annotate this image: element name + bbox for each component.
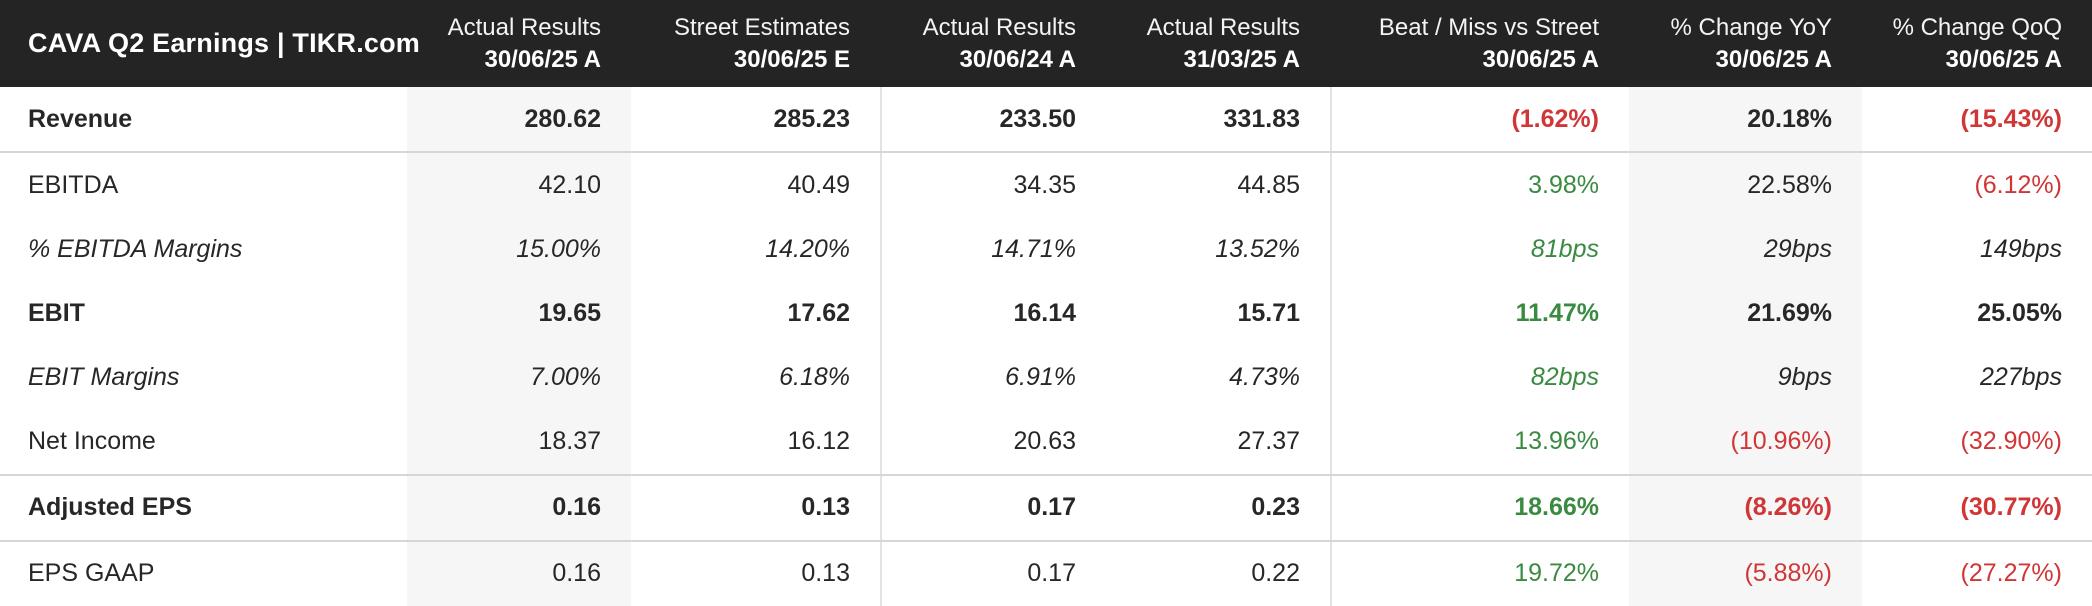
table-cell: 0.17 — [880, 475, 1106, 540]
table-cell: 0.22 — [1251, 559, 1300, 588]
table-cell: 34.35 — [880, 153, 1106, 218]
column-header-period: 30/06/25 A — [1945, 45, 2062, 73]
table-cell: (30.77%) — [1960, 493, 2062, 522]
table-cell: 3.98% — [1330, 153, 1629, 218]
table-cell: (32.90%) — [1960, 427, 2062, 456]
column-header: Beat / Miss vs Street 30/06/25 A — [1330, 0, 1629, 87]
table-cell: 29bps — [1629, 217, 1862, 282]
column-header-period: 30/06/25 E — [733, 45, 850, 73]
table-cell: 42.10 — [407, 153, 631, 218]
table-row-revenue: Revenue 280.62 285.23 233.50 331.83 (1.62%) 2… — [0, 87, 2092, 154]
table-cell: 19.65 — [407, 281, 631, 346]
table-cell: 285.23 — [773, 104, 850, 133]
table-row-ebitda: EBITDA 42.10 40.49 34.35 44.85 3.98% 22.58% (6… — [0, 153, 2092, 218]
table-cell: (10.96%) — [1629, 409, 1862, 474]
table-cell: (15.43%) — [1960, 104, 2062, 133]
column-header-label: Actual Results — [1146, 13, 1300, 41]
table-cell: 149bps — [1979, 234, 2062, 263]
table-cell: 16.12 — [787, 427, 850, 456]
page-title: CAVA Q2 Earnings | TIKR.com — [28, 28, 421, 58]
table-cell: 13.52% — [1215, 234, 1300, 263]
table-cell: 18.66% — [1330, 475, 1629, 540]
row-label: Net Income — [28, 427, 156, 456]
table-cell: 18.37 — [407, 409, 631, 474]
table-cell: 280.62 — [407, 87, 631, 152]
row-label: Revenue — [28, 104, 133, 133]
table-cell: 0.16 — [407, 541, 631, 606]
table-cell: 19.72% — [1330, 541, 1629, 606]
table-cell: (8.26%) — [1629, 475, 1862, 540]
table-row-ebitda-margins: % EBITDA Margins 15.00% 14.20% 14.71% 13.52… — [0, 217, 2092, 282]
row-label: % EBITDA Margins — [28, 234, 243, 263]
column-header: Actual Results 30/06/25 A — [407, 0, 631, 87]
column-header-label: % Change YoY — [1670, 13, 1832, 41]
row-label: EPS GAAP — [28, 559, 155, 588]
table-cell: 14.20% — [765, 234, 850, 263]
column-header-label: % Change QoQ — [1892, 13, 2062, 41]
column-header-period: 30/06/25 A — [484, 45, 601, 73]
table-cell: 0.16 — [407, 475, 631, 540]
table-cell: 233.50 — [880, 87, 1106, 152]
column-header: % Change QoQ 30/06/25 A — [1862, 0, 2092, 87]
column-header-label: Actual Results — [447, 13, 601, 41]
table-cell: 0.17 — [880, 541, 1106, 606]
table-cell: (27.27%) — [1960, 559, 2062, 588]
column-header: % Change YoY 30/06/25 A — [1629, 0, 1862, 87]
table-cell: (1.62%) — [1330, 87, 1629, 152]
table-cell: 11.47% — [1330, 281, 1629, 346]
column-header-period: 31/03/25 A — [1183, 45, 1300, 73]
column-header-label: Beat / Miss vs Street — [1378, 13, 1599, 41]
table-cell: 27.37 — [1237, 427, 1300, 456]
table-cell: 20.18% — [1629, 87, 1862, 152]
table-cell: 44.85 — [1237, 170, 1300, 199]
row-label: EBIT — [28, 298, 85, 327]
table-cell: 331.83 — [1223, 104, 1300, 133]
table-cell: 21.69% — [1629, 281, 1862, 346]
column-header: Actual Results 30/06/24 A — [880, 0, 1106, 87]
column-header-period: 30/06/24 A — [959, 45, 1076, 73]
table-cell: 7.00% — [407, 345, 631, 410]
table-cell: 9bps — [1629, 345, 1862, 410]
table-cell: 81bps — [1330, 217, 1629, 282]
table-cell: 22.58% — [1629, 153, 1862, 218]
table-cell: 13.96% — [1330, 409, 1629, 474]
table-cell: 0.23 — [1251, 493, 1300, 522]
column-header-period: 30/06/25 A — [1482, 45, 1599, 73]
table-cell: 6.91% — [880, 345, 1106, 410]
table-cell: 4.73% — [1229, 363, 1300, 392]
column-header: Street Estimates 30/06/25 E — [631, 0, 880, 87]
table-cell: 0.13 — [801, 559, 850, 588]
table-cell: 227bps — [1979, 363, 2062, 392]
table-cell: 15.00% — [407, 217, 631, 282]
table-cell: 25.05% — [1977, 298, 2062, 327]
table-cell: (5.88%) — [1629, 541, 1862, 606]
table-row-eps-gaap: EPS GAAP 0.16 0.13 0.17 0.22 19.72% (5.88%) (2… — [0, 541, 2092, 606]
table-cell: 17.62 — [787, 298, 850, 327]
table-cell: 16.14 — [880, 281, 1106, 346]
row-label: EBIT Margins — [28, 363, 180, 392]
table-cell: 6.18% — [779, 363, 850, 392]
table-cell: 0.13 — [801, 493, 850, 522]
table-cell: 14.71% — [880, 217, 1106, 282]
column-header-period: 30/06/25 A — [1715, 45, 1832, 73]
table-row-ebit-margins: EBIT Margins 7.00% 6.18% 6.91% 4.73% 82bps 9b… — [0, 345, 2092, 410]
table-row-adjusted-eps: Adjusted EPS 0.16 0.13 0.17 0.23 18.66% (8.26… — [0, 475, 2092, 542]
table-row-ebit: EBIT 19.65 17.62 16.14 15.71 11.47% 21.69% 25.… — [0, 281, 2092, 346]
table-cell: 20.63 — [880, 409, 1106, 474]
column-header-label: Actual Results — [922, 13, 1076, 41]
row-label: EBITDA — [28, 170, 119, 199]
row-label: Adjusted EPS — [28, 493, 192, 522]
table-cell: 15.71 — [1237, 298, 1300, 327]
column-header-label: Street Estimates — [673, 13, 850, 41]
table-cell: 40.49 — [787, 170, 850, 199]
column-header: Actual Results 31/03/25 A — [1106, 0, 1330, 87]
table-header-row: CAVA Q2 Earnings | TIKR.com Actual Resul… — [0, 0, 2092, 87]
table-cell: 82bps — [1330, 345, 1629, 410]
table-cell: (6.12%) — [1974, 170, 2062, 199]
table-row-net-income: Net Income 18.37 16.12 20.63 27.37 13.96% (10… — [0, 409, 2092, 476]
table-body: Revenue 280.62 285.23 233.50 331.83 (1.62%) 2… — [0, 87, 2092, 606]
